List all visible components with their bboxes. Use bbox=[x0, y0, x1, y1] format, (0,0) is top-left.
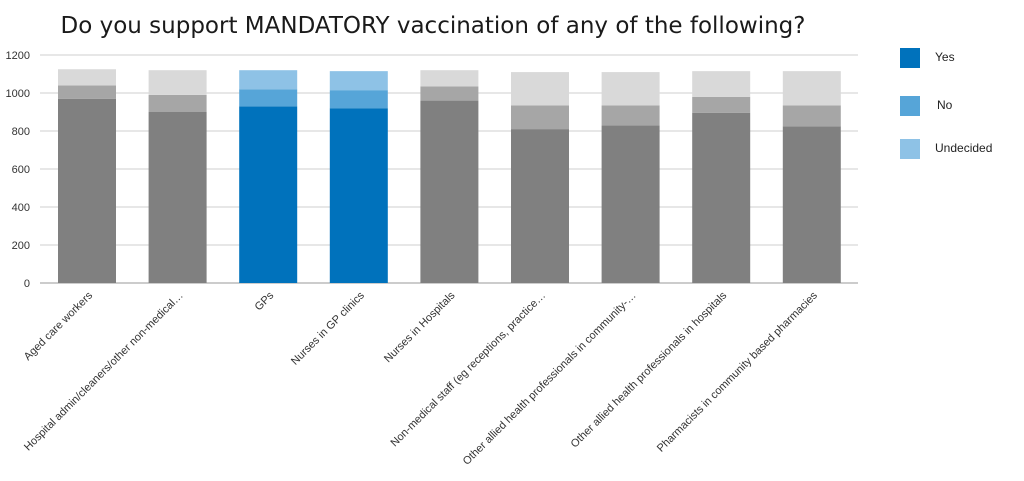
bar-segment-no bbox=[511, 105, 569, 130]
legend-swatch bbox=[900, 139, 920, 159]
chart-title: Do you support MANDATORY vaccination of … bbox=[61, 13, 806, 39]
x-tick-label: Pharmacists in community based pharmacie… bbox=[655, 289, 820, 454]
bars bbox=[58, 69, 841, 283]
y-tick-label: 400 bbox=[12, 202, 30, 214]
bar-segment-no bbox=[782, 105, 841, 127]
y-tick-label: 0 bbox=[24, 278, 30, 290]
x-tick-label: Other allied health professionals in hos… bbox=[569, 289, 730, 450]
bar-segment-yes bbox=[601, 125, 660, 283]
bar-segment-undecided bbox=[601, 72, 660, 106]
bar-segment-no bbox=[329, 90, 388, 109]
bar-segment-yes bbox=[329, 108, 388, 283]
bar-segment-undecided bbox=[782, 71, 841, 106]
bar-segment-undecided bbox=[692, 71, 751, 97]
bar-segment-no bbox=[239, 89, 298, 107]
bar-segment-yes bbox=[148, 112, 207, 283]
bar-segment-undecided bbox=[511, 72, 569, 106]
bar-segment-undecided bbox=[239, 70, 298, 90]
bar-segment-yes bbox=[782, 126, 841, 283]
y-tick-label: 1200 bbox=[6, 50, 30, 62]
x-tick-label: Nurses in GP clinics bbox=[289, 289, 367, 367]
legend-swatch bbox=[900, 96, 920, 116]
x-tick-label: Aged care workers bbox=[22, 289, 96, 363]
bar-segment-undecided bbox=[148, 70, 207, 95]
bar-segment-no bbox=[692, 96, 751, 113]
legend-label: Yes bbox=[935, 50, 955, 64]
y-tick-label: 600 bbox=[12, 164, 30, 176]
bar-segment-yes bbox=[511, 129, 569, 283]
bar-segment-yes bbox=[239, 106, 298, 283]
bar-segment-undecided bbox=[58, 69, 116, 86]
x-tick-label: Non-medical staff (eg receptions, practi… bbox=[388, 290, 548, 450]
bar-segment-no bbox=[601, 105, 660, 126]
x-tick-label: Other allied health professionals in com… bbox=[461, 290, 639, 468]
legend-label: No bbox=[937, 98, 953, 112]
legend: Yes No Undecided bbox=[900, 48, 992, 159]
bar-segment-undecided bbox=[420, 70, 479, 87]
bar-segment-no bbox=[148, 94, 207, 112]
legend-swatch bbox=[900, 48, 920, 68]
y-axis-ticks: 0 200 400 600 800 1000 1200 bbox=[6, 50, 30, 290]
y-tick-label: 200 bbox=[12, 240, 30, 252]
bar-segment-no bbox=[58, 85, 116, 99]
bar-segment-no bbox=[420, 86, 479, 101]
bar-segment-yes bbox=[692, 112, 751, 283]
bar-segment-yes bbox=[58, 98, 116, 283]
legend-label: Undecided bbox=[935, 141, 992, 155]
y-tick-label: 1000 bbox=[6, 88, 30, 100]
y-tick-label: 800 bbox=[12, 126, 30, 138]
bar-segment-undecided bbox=[329, 71, 388, 91]
x-tick-label: GPs bbox=[253, 289, 277, 313]
bar-segment-yes bbox=[420, 100, 479, 283]
x-tick-label: Hospital admin/cleaners/other non-medica… bbox=[22, 290, 186, 454]
x-tick-label: Nurses in Hospitals bbox=[382, 289, 458, 365]
